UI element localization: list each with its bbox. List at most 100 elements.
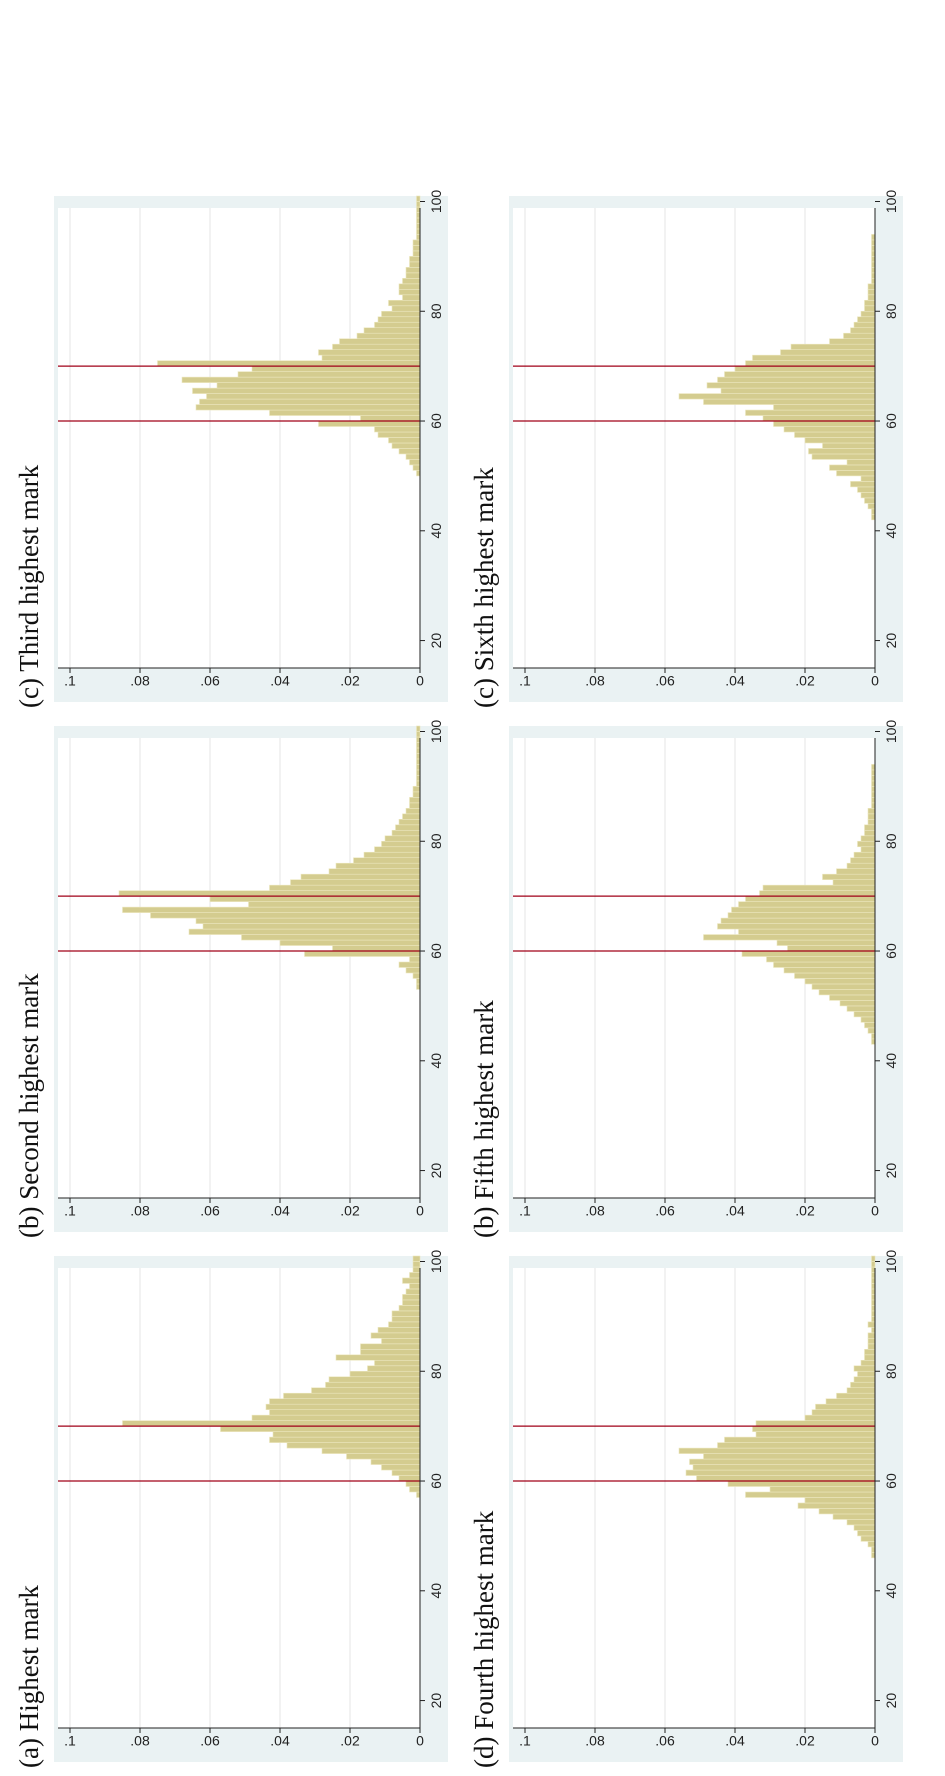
plot-area: [513, 738, 875, 1198]
histogram-bar: [405, 808, 421, 815]
histogram-bar: [741, 950, 876, 957]
histogram-bar: [405, 453, 421, 460]
histogram-bar: [335, 862, 421, 869]
histogram-bar: [871, 1316, 876, 1323]
histogram-bar: [871, 1038, 876, 1045]
x-tick-label: 80: [883, 833, 899, 849]
histogram-bar: [871, 1327, 876, 1334]
histogram-bar: [864, 299, 876, 307]
panel-title: (c) Sixth highest mark: [469, 467, 499, 708]
histogram-bar: [867, 1541, 876, 1548]
histogram-bar: [374, 321, 421, 329]
x-tick-label: 100: [883, 1250, 899, 1274]
histogram-bar: [251, 1414, 421, 1421]
x-tick-label: 20: [883, 1693, 899, 1709]
histogram-bar: [321, 1447, 421, 1454]
histogram-chart: 0 .02 .04 .06 .08 .1 20 40 60 80 100: [54, 1250, 448, 1762]
histogram-bar: [853, 1524, 876, 1531]
histogram-bar: [311, 1387, 421, 1394]
histogram-bar: [724, 371, 876, 378]
histogram-bar: [745, 360, 876, 367]
histogram-bar: [860, 475, 876, 482]
histogram-bar: [832, 1513, 876, 1520]
histogram-chart: 0 .02 .04 .06 .08 .1 20 40 60 80 100: [509, 190, 903, 702]
histogram-bar: [377, 316, 421, 323]
histogram-bar: [206, 393, 421, 400]
histogram-bar: [871, 780, 876, 787]
histogram-bar: [321, 354, 421, 361]
histogram-bar: [836, 868, 876, 875]
histogram-bar: [822, 442, 876, 449]
x-tick-label: 80: [428, 303, 444, 319]
histogram-bar: [416, 725, 421, 732]
histogram-bar: [790, 343, 876, 350]
histogram-bar: [202, 923, 421, 930]
histogram-bar: [829, 994, 876, 1001]
histogram-bar: [416, 978, 421, 985]
histogram-bar: [402, 1294, 421, 1301]
histogram-bar: [759, 890, 876, 897]
histogram-bar: [360, 1349, 421, 1356]
histogram-bar: [416, 758, 421, 765]
y-tick-label: .06: [655, 673, 675, 689]
histogram-bar: [402, 294, 421, 301]
histogram-bar: [335, 1354, 421, 1361]
histogram-bar: [325, 1381, 421, 1389]
histogram-bar: [412, 791, 421, 798]
histogram-bar: [832, 879, 876, 886]
x-tick-label: 40: [883, 1583, 899, 1599]
histogram-bar: [367, 1365, 421, 1372]
x-tick-label: 60: [428, 943, 444, 959]
histogram-bar: [416, 753, 421, 760]
histogram-bar: [808, 448, 876, 455]
histogram-bar: [864, 824, 876, 831]
histogram-bar: [829, 338, 876, 345]
histogram-bar: [867, 1338, 876, 1345]
histogram-bar: [405, 1480, 421, 1487]
histogram-bar: [871, 1277, 876, 1284]
histogram-bar: [391, 1469, 421, 1476]
y-tick-label: .02: [795, 673, 815, 689]
histogram-bar: [706, 382, 876, 389]
histogram-bar: [216, 382, 421, 389]
histogram-bar: [871, 1299, 876, 1306]
histogram-bar: [391, 442, 421, 449]
y-tick-label: 0: [416, 673, 424, 689]
histogram-bar: [409, 1486, 421, 1493]
histogram-chart: 0 .02 .04 .06 .08 .1 20 40 60 80 100: [509, 720, 903, 1232]
histogram-bar: [871, 267, 876, 274]
histogram-bar: [269, 1409, 421, 1416]
histogram-bar: [871, 1546, 876, 1553]
histogram-bar: [395, 824, 421, 831]
histogram-bar: [402, 813, 421, 820]
histogram-bar: [836, 1392, 876, 1399]
histogram-bar: [157, 360, 421, 367]
histogram-bar: [766, 956, 876, 963]
histogram-bar: [871, 1552, 876, 1559]
histogram-bar: [283, 1392, 421, 1399]
histogram-bar: [871, 508, 876, 515]
x-tick-label: 40: [883, 523, 899, 539]
histogram-bar: [416, 201, 421, 208]
x-tick-label: 20: [883, 633, 899, 649]
histogram-chart: 0 .02 .04 .06 .08 .1 20 40 60 80 100: [54, 190, 448, 702]
histogram-bar: [871, 1294, 876, 1301]
histogram-bar: [269, 884, 421, 891]
histogram-bar: [864, 1354, 876, 1361]
histogram-bar: [689, 1458, 876, 1465]
histogram-bar: [846, 1387, 876, 1394]
histogram-bar: [871, 278, 876, 285]
x-tick-label: 40: [883, 1053, 899, 1069]
x-tick-label: 40: [428, 1583, 444, 1599]
histogram-bar: [388, 299, 421, 307]
histogram-bar: [867, 1321, 876, 1328]
y-tick-label: .04: [725, 1203, 745, 1219]
histogram-bar: [871, 245, 876, 252]
histogram-bar: [850, 1381, 876, 1389]
histogram-bar: [703, 1453, 876, 1460]
histogram-bar: [846, 1005, 876, 1012]
histogram-bar: [871, 234, 876, 241]
histogram-bar: [843, 332, 876, 339]
histogram-bar: [871, 514, 876, 521]
histogram-bar: [860, 1359, 876, 1367]
